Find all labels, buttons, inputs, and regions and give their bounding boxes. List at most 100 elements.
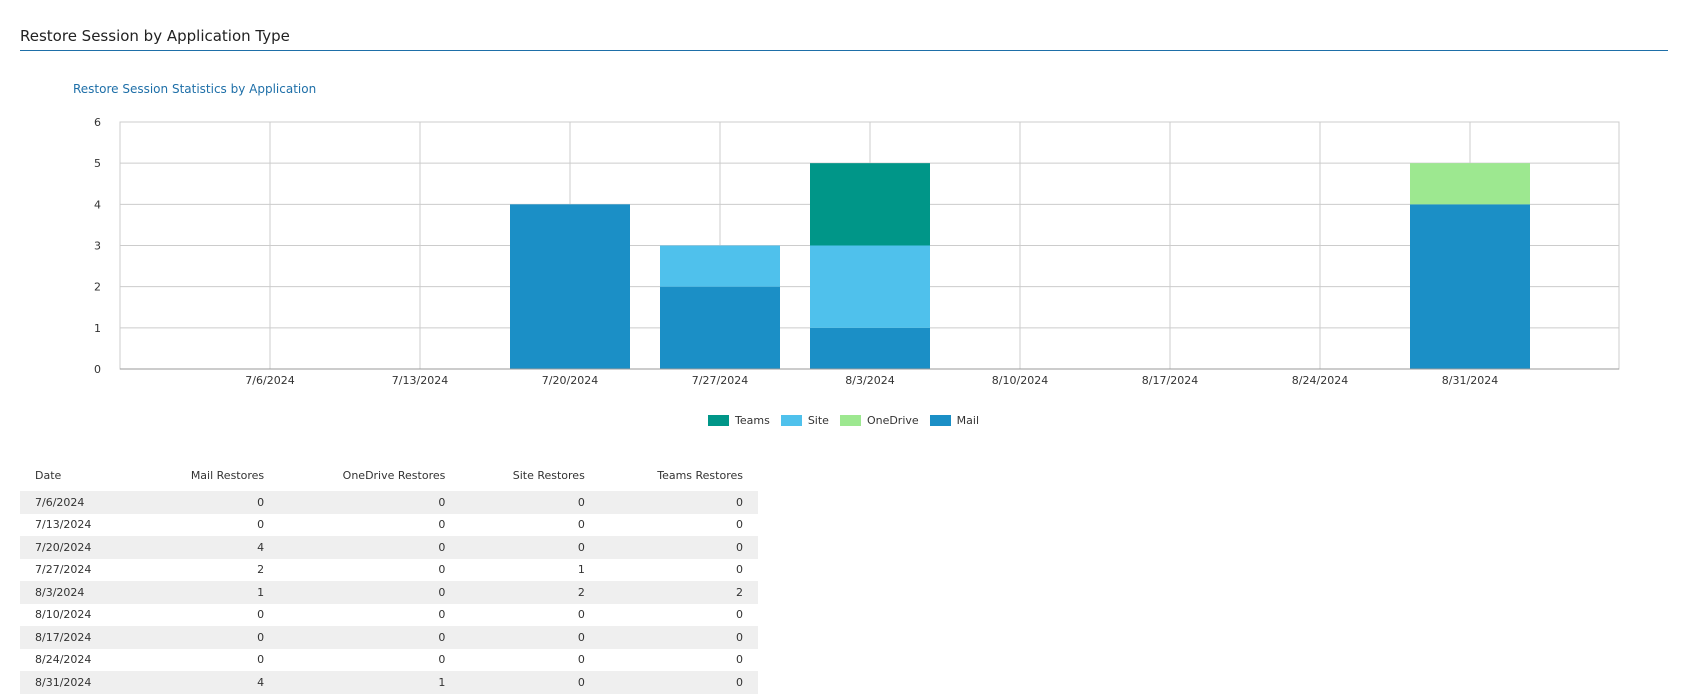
table-cell-date: 7/27/2024	[35, 563, 92, 577]
table-cell-value: 0	[736, 518, 743, 532]
column-header-onedrive: OneDrive Restores	[342, 468, 446, 482]
legend-item-teams: Teams	[708, 414, 770, 427]
table-cell-value: 0	[577, 653, 585, 667]
table-cell-value: 0	[257, 653, 265, 667]
table-cell-value: 1	[279, 671, 461, 694]
table-cell-value: 0	[438, 608, 446, 622]
y-tick-label: 4	[94, 198, 101, 211]
table-cell-date: 7/20/2024	[20, 536, 139, 559]
table-cell-value: 0	[257, 518, 265, 532]
bar-teams	[810, 163, 930, 246]
table-cell-value: 0	[460, 671, 600, 694]
table-row: 8/31/2024 4 1 0 0	[20, 671, 758, 694]
y-tick-label: 6	[94, 116, 101, 129]
table-cell-value: 0	[279, 491, 461, 514]
legend-label: Teams	[735, 413, 770, 427]
table-cell-value: 0	[577, 518, 585, 532]
table-row: 8/10/2024 0 0 0 0	[20, 604, 758, 627]
table-cell-date: 8/17/2024	[20, 626, 139, 649]
chart-legend: Teams Site OneDrive Mail	[708, 413, 990, 427]
table-cell-value: 0	[138, 626, 280, 649]
table-row: 8/3/2024 1 0 2 2	[20, 581, 758, 604]
y-tick-label: 1	[94, 322, 101, 335]
legend-label: OneDrive	[866, 413, 919, 427]
x-tick-label: 8/10/2024	[992, 374, 1048, 387]
column-header-mail: Mail Restores	[190, 468, 265, 482]
bar-mail	[510, 204, 630, 369]
table-cell-value: 0	[138, 491, 280, 514]
table-row: 7/13/2024 0 0 0 0	[20, 514, 758, 537]
table-cell-value: 1	[577, 563, 585, 577]
table-cell-date: 7/13/2024	[35, 518, 92, 532]
x-tick-label: 7/13/2024	[392, 374, 448, 387]
table-cell-value: 0	[279, 581, 461, 604]
table-cell-value: 0	[599, 671, 758, 694]
table-row: 8/17/2024 0 0 0 0	[20, 626, 758, 649]
table-row: 7/20/2024 4 0 0 0	[20, 536, 758, 559]
table-cell-value: 2	[460, 581, 600, 604]
column-header-teams: Teams Restores	[657, 468, 743, 482]
table-cell-date: 8/10/2024	[35, 608, 92, 622]
table-cell-value: 0	[438, 653, 446, 667]
table-row: 7/6/2024 0 0 0 0	[20, 491, 758, 514]
table-cell-date: 7/6/2024	[20, 491, 139, 514]
table-header-row: Date Mail Restores OneDrive Restores Sit…	[20, 459, 758, 491]
stacked-bar-chart: 0 1 2 3 4 5 6 7/6/2024 7/13/2024 7/20/2024 7/27/20…	[94, 116, 1620, 387]
table-cell-value: 0	[438, 563, 446, 577]
table-cell-value: 0	[736, 563, 743, 577]
x-tick-label: 8/17/2024	[1142, 374, 1198, 387]
table-cell-value: 1	[138, 581, 280, 604]
y-tick-label: 2	[94, 281, 101, 294]
section-divider	[20, 50, 1668, 51]
legend-swatch	[839, 414, 861, 426]
table-cell-value: 2	[599, 581, 758, 604]
legend-item-onedrive: OneDrive	[839, 413, 919, 427]
table-cell-value: 0	[736, 653, 743, 667]
bar-site	[810, 245, 930, 328]
bar-onedrive	[1410, 163, 1530, 205]
table-cell-value: 0	[460, 491, 600, 514]
section-title: Restore Session by Application Type	[20, 27, 290, 45]
table-cell-value: 0	[460, 626, 600, 649]
x-tick-label: 7/27/2024	[692, 374, 748, 387]
table-cell-value: 0	[599, 626, 758, 649]
legend-label: Mail	[956, 413, 980, 427]
x-tick-label: 8/31/2024	[1442, 374, 1498, 387]
column-header-date: Date	[35, 468, 62, 482]
legend-label: Site	[807, 413, 829, 427]
legend-item-mail: Mail	[929, 413, 980, 427]
table-cell-value: 0	[577, 608, 585, 622]
legend-swatch	[708, 414, 729, 426]
table-cell-value: 0	[736, 608, 743, 622]
table-cell-value: 0	[438, 518, 446, 532]
table-row: 7/27/2024 2 0 1 0	[20, 559, 758, 582]
chart-title: Restore Session Statistics by Applicatio…	[73, 82, 317, 96]
table-cell-value: 0	[257, 608, 265, 622]
bar-mail	[1410, 204, 1530, 369]
restore-data-table: Date Mail Restores OneDrive Restores Sit…	[20, 459, 758, 694]
legend-item-site: Site	[780, 413, 829, 427]
bar-mail	[660, 286, 780, 369]
y-tick-label: 3	[94, 240, 101, 253]
y-tick-label: 5	[94, 157, 101, 170]
table-cell-value: 4	[138, 536, 280, 559]
legend-swatch	[929, 414, 951, 426]
x-tick-label: 7/20/2024	[542, 374, 598, 387]
x-tick-label: 8/3/2024	[845, 374, 894, 387]
table-cell-value: 0	[279, 536, 461, 559]
table-cell-date: 8/31/2024	[20, 671, 139, 694]
bar-mail	[810, 327, 930, 369]
table-cell-value: 2	[257, 563, 265, 577]
x-tick-label: 7/6/2024	[245, 374, 294, 387]
table-cell-value: 4	[138, 671, 280, 694]
table-cell-value: 0	[279, 626, 461, 649]
legend-swatch	[780, 414, 802, 426]
y-tick-label: 0	[94, 363, 101, 376]
bar-site	[660, 245, 780, 287]
table-cell-value: 0	[460, 536, 600, 559]
table-cell-date: 8/24/2024	[35, 653, 92, 667]
x-tick-label: 8/24/2024	[1292, 374, 1348, 387]
table-row: 8/24/2024 0 0 0 0	[20, 649, 758, 672]
table-cell-value: 0	[599, 491, 758, 514]
table-cell-date: 8/3/2024	[20, 581, 139, 604]
